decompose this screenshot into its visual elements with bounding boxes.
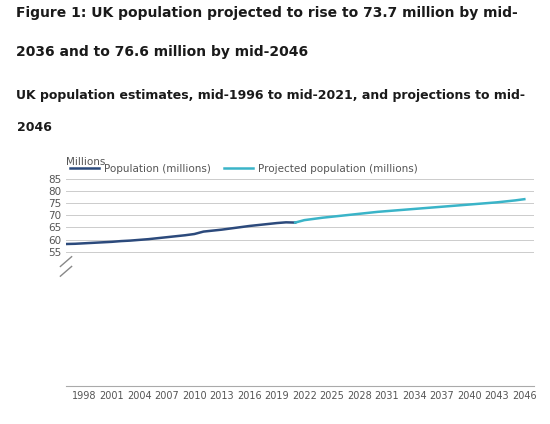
Text: Millions: Millions [66, 157, 106, 167]
Text: Figure 1: UK population projected to rise to 73.7 million by mid-: Figure 1: UK population projected to ris… [16, 6, 518, 20]
Text: 2036 and to 76.6 million by mid-2046: 2036 and to 76.6 million by mid-2046 [16, 45, 309, 59]
Text: UK population estimates, mid-1996 to mid-2021, and projections to mid-: UK population estimates, mid-1996 to mid… [16, 89, 525, 102]
Legend: Population (millions), Projected population (millions): Population (millions), Projected populat… [65, 160, 422, 179]
Text: 2046: 2046 [16, 121, 51, 134]
